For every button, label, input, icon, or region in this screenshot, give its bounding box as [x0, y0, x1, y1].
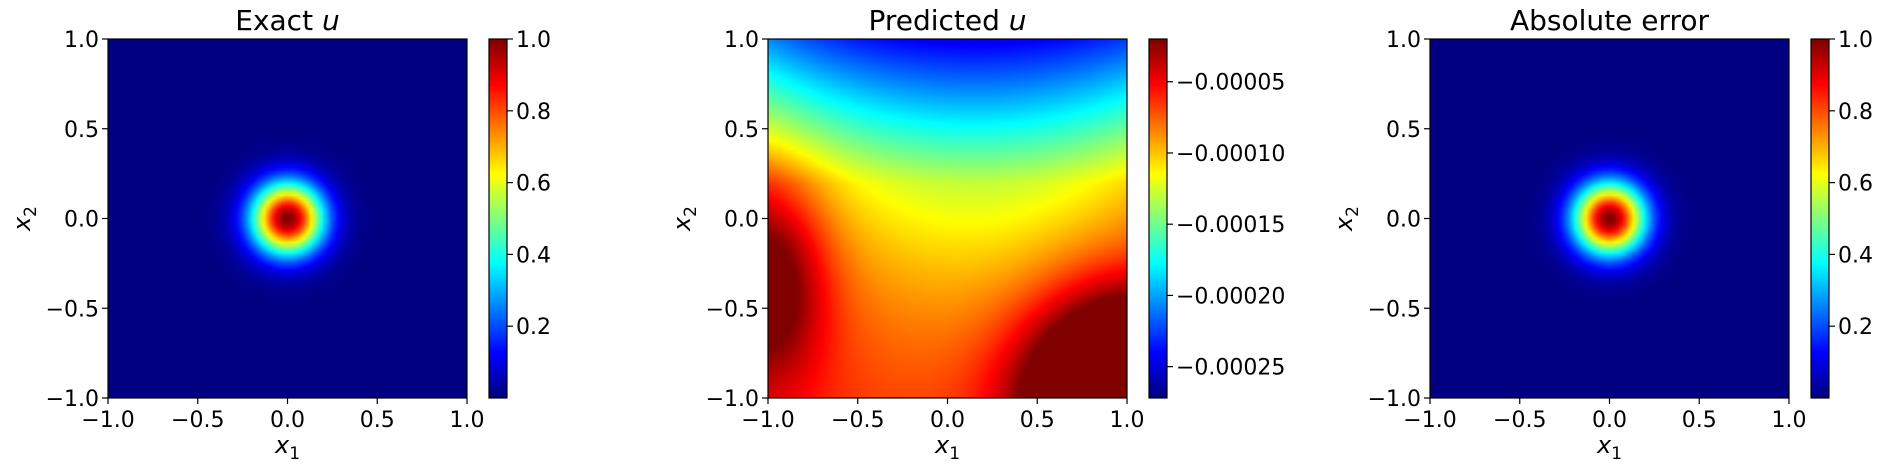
y-tick-label: −1.0: [1368, 387, 1421, 412]
chart-title-text: Exact: [235, 4, 322, 37]
x-tick-label: −1.0: [1403, 408, 1456, 433]
y-tick-label: 0.0: [1386, 208, 1421, 233]
colorbar-tick-label: 1.0: [1838, 28, 1873, 53]
panel-1: Exact u −1.0 −0.5 0.0 0.5 1.0 −1.0 −0.5 0.0 0.5 1.…: [8, 4, 551, 464]
x-tick-label: 1.0: [1110, 408, 1145, 433]
colorbar-tick-label: 0.4: [1838, 243, 1873, 268]
colorbar-gradient: [1149, 39, 1167, 398]
x-tick-label: −1.0: [81, 408, 134, 433]
chart-title-variable: u: [1009, 4, 1027, 37]
colorbar-frame: [1148, 38, 1168, 399]
panel-3: Absolute error −1.0 −0.5 0.0 0.5 1.0 −1.0 −0.5 0…: [1330, 4, 1873, 464]
colorbar-frame: [1810, 38, 1830, 399]
colorbar-tick-label: 0.2: [516, 315, 551, 340]
y-tick-label: −0.5: [46, 297, 99, 322]
x-tick-label: 0.0: [930, 408, 965, 433]
chart-title: Exact u: [235, 4, 339, 37]
x-tick-label: 0.5: [1020, 408, 1055, 433]
x-tick-label: −0.5: [171, 408, 224, 433]
chart-title: Predicted u: [868, 4, 1026, 37]
colorbar-tick-label: −0.00020: [1176, 284, 1285, 309]
y-tick-label: 0.0: [724, 208, 759, 233]
y-tick-label: 1.0: [64, 28, 99, 53]
x-tick-label: 1.0: [1772, 408, 1807, 433]
heatmap-image: [1430, 39, 1789, 398]
x-tick-label: 0.0: [1592, 408, 1627, 433]
chart-title-text: Absolute error: [1510, 4, 1710, 37]
colorbar-tick-label: 1.0: [516, 28, 551, 53]
y-tick-label: 0.5: [64, 118, 99, 143]
x-tick-label: 1.0: [450, 408, 485, 433]
chart-title-text: Predicted: [868, 4, 1008, 37]
chart-title: Absolute error: [1510, 4, 1710, 37]
x-tick-label: 0.0: [270, 408, 305, 433]
y-tick-label: 0.5: [724, 118, 759, 143]
x-axis-label: x1: [1596, 431, 1622, 464]
y-tick-label: −1.0: [706, 387, 759, 412]
colorbar-tick-label: 0.6: [1838, 172, 1873, 197]
colorbar-tick-label: −0.00010: [1176, 142, 1285, 167]
x-tick-label: −0.5: [831, 408, 884, 433]
colorbar-tick-label: 0.8: [1838, 100, 1873, 125]
x-tick-label: 0.5: [360, 408, 395, 433]
y-axis-label: x2: [1330, 206, 1363, 232]
colorbar-tick-label: 0.4: [516, 243, 551, 268]
y-tick-label: 0.5: [1386, 118, 1421, 143]
y-tick-label: 1.0: [1386, 28, 1421, 53]
colorbar-tick-label: 0.2: [1838, 315, 1873, 340]
y-axis-label: x2: [668, 206, 701, 232]
colorbar-gradient: [489, 39, 507, 398]
y-tick-label: 1.0: [724, 28, 759, 53]
x-axis-label: x1: [274, 431, 300, 464]
y-tick-label: −0.5: [706, 297, 759, 322]
x-tick-label: 0.5: [1682, 408, 1717, 433]
colorbar-tick-label: −0.00025: [1176, 356, 1285, 381]
colorbar-tick-label: −0.00005: [1176, 71, 1285, 96]
y-tick-label: −0.5: [1368, 297, 1421, 322]
colorbar-tick-label: 0.6: [516, 172, 551, 197]
x-tick-label: −0.5: [1493, 408, 1546, 433]
panel-2: Predicted u −1.0 −0.5 0.0 0.5 1.0 −1.0 −0.5 0.0 0…: [668, 4, 1285, 464]
chart-title-variable: u: [322, 4, 340, 37]
colorbar-frame: [488, 38, 508, 399]
heatmap-image: [108, 39, 467, 398]
heatmap-image: [768, 39, 1127, 398]
x-axis-label: x1: [934, 431, 960, 464]
y-tick-label: 0.0: [64, 208, 99, 233]
x-tick-label: −1.0: [741, 408, 794, 433]
colorbar-tick-label: 0.8: [516, 100, 551, 125]
colorbar-tick-label: −0.00015: [1176, 213, 1285, 238]
colorbar-gradient: [1811, 39, 1829, 398]
y-axis-label: x2: [8, 206, 41, 232]
y-tick-label: −1.0: [46, 387, 99, 412]
